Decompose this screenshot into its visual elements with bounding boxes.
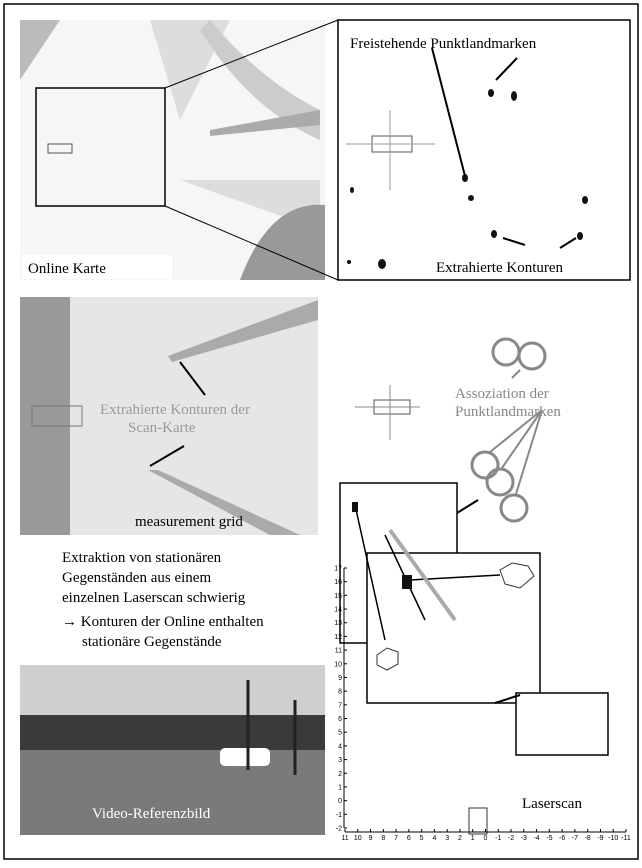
x-tick-label: 10 — [354, 835, 362, 842]
x-tick-label: -6 — [559, 835, 565, 842]
trees — [20, 715, 325, 755]
figure: Online Karte Freistehende Punktlandmarke… — [0, 0, 642, 863]
x-tick-label: 1 — [471, 835, 475, 842]
y-tick-label: 5 — [338, 730, 342, 737]
online-map-panel: Online Karte — [20, 20, 338, 280]
x-tick-label: -4 — [533, 835, 539, 842]
x-tick-label: -9 — [597, 835, 603, 842]
y-tick-label: 1 — [338, 784, 342, 791]
contours-label: Extrahierte Konturen — [436, 260, 564, 276]
association-label: Punktlandmarken — [455, 404, 561, 420]
x-tick-label: -10 — [608, 835, 618, 842]
x-tick-label: 4 — [432, 835, 436, 842]
y-tick-label: 17 — [334, 566, 342, 573]
laserscan-label: Laserscan — [522, 796, 582, 812]
y-tick-label: 8 — [338, 689, 342, 696]
y-tick-label: 7 — [338, 702, 342, 709]
online-map-label: Online Karte — [28, 261, 106, 277]
x-tick-label: -5 — [546, 835, 552, 842]
video-label: Video-Referenzbild — [92, 806, 211, 822]
contour — [402, 575, 412, 589]
x-tick-label: 7 — [394, 835, 398, 842]
x-tick-label: 6 — [407, 835, 411, 842]
x-tick-label: -1 — [495, 835, 501, 842]
x-tick-label: 0 — [484, 835, 488, 842]
y-tick-label: 10 — [334, 661, 342, 668]
x-tick-label: 9 — [369, 835, 373, 842]
y-tick-label: -1 — [336, 812, 342, 819]
description-line: Extraktion von stationären — [62, 550, 222, 566]
road — [20, 750, 325, 835]
x-tick-label: -7 — [572, 835, 578, 842]
landmarks-label: Freistehende Punktlandmarken — [350, 36, 537, 52]
y-tick-label: 11 — [335, 648, 342, 655]
y-tick-label: 4 — [338, 743, 342, 750]
x-tick-label: -11 — [621, 835, 631, 842]
x-tick-label: 2 — [458, 835, 462, 842]
y-tick-label: 6 — [338, 716, 342, 723]
scan-contours-label: Scan-Karte — [128, 420, 196, 436]
description-line: → Konturen der Online enthalten — [62, 614, 264, 630]
description-line: einzelnen Laserscan schwierig — [62, 590, 246, 606]
inset-box — [516, 693, 608, 755]
association-label: Assoziation der — [455, 386, 549, 402]
y-tick-label: 2 — [338, 771, 342, 778]
inset-box — [367, 553, 540, 703]
car — [220, 748, 270, 766]
y-tick-label: 0 — [338, 798, 342, 805]
y-tick-label: 9 — [338, 675, 342, 682]
x-tick-label: -2 — [508, 835, 514, 842]
x-tick-label: 5 — [420, 835, 424, 842]
y-tick-label: 3 — [338, 757, 342, 764]
zoom-frame — [338, 20, 630, 280]
scan-contours-label: Extrahierte Konturen der — [100, 402, 250, 418]
video-panel: Video-Referenzbild — [20, 665, 325, 835]
description-line: Gegenständen aus einem — [62, 570, 211, 586]
description-line: stationäre Gegenstände — [82, 634, 222, 650]
y-tick-label: 15 — [334, 593, 342, 600]
y-tick-label: 14 — [334, 607, 342, 614]
x-tick-label: -3 — [521, 835, 527, 842]
contour — [352, 502, 358, 512]
y-tick-label: 13 — [334, 620, 342, 627]
scan-map-panel: Extrahierte Konturen der Scan-Karte meas… — [20, 297, 318, 535]
y-tick-label: 12 — [334, 634, 342, 641]
x-tick-label: 11 — [341, 835, 348, 842]
x-tick-label: 8 — [381, 835, 385, 842]
x-tick-label: 3 — [445, 835, 449, 842]
scan-map-shade — [20, 297, 70, 535]
y-tick-label: -2 — [336, 826, 342, 833]
y-tick-label: 16 — [334, 579, 342, 586]
zoom-panel: Freistehende Punktlandmarken Extrahierte… — [338, 20, 630, 280]
x-tick-label: -8 — [585, 835, 591, 842]
grid-label: measurement grid — [135, 514, 243, 530]
